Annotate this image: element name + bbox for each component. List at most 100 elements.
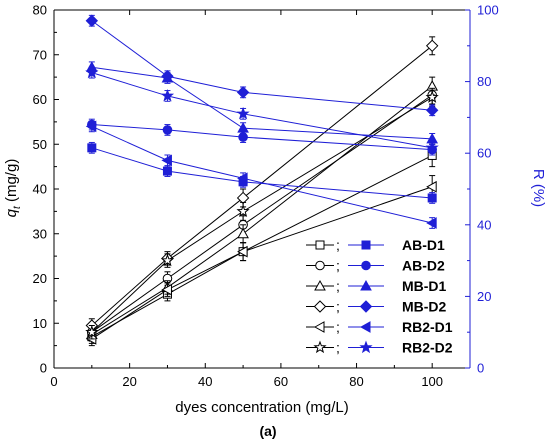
r-point-rb2-d2 (85, 65, 99, 79)
legend-entry-mb-d2: ; MB-D2 (306, 299, 447, 315)
qt-point-mb-d2 (425, 39, 439, 53)
r-line-ab-d1 (91, 147, 433, 199)
r-point-ab-d1 (427, 193, 437, 203)
r-point-mb-d2 (85, 14, 99, 27)
legend-label: AB-D2 (402, 258, 445, 274)
x-tick-label: 60 (274, 374, 288, 389)
qt-point-mb-d1 (237, 227, 249, 239)
y-right-tick-label: 20 (477, 289, 491, 304)
y-left-tick-label: 80 (33, 3, 47, 18)
r-point-rb2-d1 (426, 217, 437, 229)
r-series-ab-d2 (87, 118, 437, 156)
y-left-tick-label: 30 (33, 226, 47, 241)
x-axis-label: dyes concentration (mg/L) (175, 399, 348, 416)
legend-separator: ; (336, 340, 340, 356)
r-series-mb-d1 (85, 61, 439, 145)
legend-marker-left (314, 279, 326, 291)
y-right-tick-label: 100 (477, 3, 499, 18)
r-point-mb-d2 (161, 70, 174, 83)
y-left-tick-label: 10 (33, 316, 47, 331)
legend-entry-mb-d1: ; MB-D1 (306, 278, 447, 294)
legend-marker-right (361, 240, 371, 250)
legend-entry-ab-d2: ; AB-D2 (306, 258, 445, 274)
qt-series-rb2-d1 (85, 175, 437, 347)
legend-label: RB2-D1 (402, 319, 453, 335)
qt-point-rb2-d2 (85, 325, 99, 338)
legend-separator: ; (336, 319, 340, 335)
y-left-tick-label: 70 (33, 47, 47, 62)
legend-marker-left (313, 321, 325, 333)
qt-line-rb2-d2 (91, 96, 433, 333)
legend-marker-left (313, 300, 327, 313)
legend-label: RB2-D2 (402, 340, 453, 356)
qt-line-rb2-d1 (91, 186, 433, 340)
r-point-mb-d1 (237, 122, 249, 133)
qt-line-ab-d2 (91, 94, 433, 333)
r-point-mb-d2 (236, 86, 250, 99)
qt-series-ab-d1 (87, 143, 437, 344)
legend-entry-rb2-d2: ; RB2-D2 (306, 340, 453, 356)
qt-point-rb2-d2 (236, 204, 250, 217)
legend-marker-left (315, 260, 325, 271)
x-tick-label: 100 (421, 374, 443, 389)
x-tick-label: 80 (349, 374, 363, 389)
legend-separator: ; (336, 299, 340, 315)
r-series-mb-d2 (85, 14, 439, 117)
legend-entry-rb2-d1: ; RB2-D1 (306, 319, 453, 335)
qt-series-rb2-d2 (85, 87, 439, 340)
x-tick-label: 40 (198, 374, 212, 389)
r-point-rb2-d1 (161, 154, 172, 167)
r-point-ab-d1 (162, 166, 172, 176)
y-axis-right-label: R (%) (530, 169, 547, 207)
r-line-rb2-d2 (91, 72, 433, 149)
qt-point-mb-d2 (236, 191, 250, 205)
qt-point-rb2-d2 (425, 90, 439, 103)
legend-marker-left (313, 340, 327, 354)
r-point-rb2-d2 (425, 140, 439, 154)
r-point-mb-d2 (425, 104, 439, 117)
legend-marker-right (359, 340, 373, 354)
legend-label: AB-D1 (402, 237, 445, 253)
r-point-rb2-d1 (237, 172, 248, 185)
qt-point-rb2-d2 (160, 253, 175, 267)
qt-point-rb2-d1 (237, 245, 248, 258)
r-point-rb2-d1 (85, 120, 97, 133)
qt-point-rb2-d1 (426, 180, 437, 193)
r-point-ab-d2 (162, 125, 173, 135)
x-tick-label: 20 (122, 374, 136, 389)
legend-label: MB-D1 (402, 278, 447, 294)
r-point-ab-d1 (87, 143, 97, 153)
y-left-tick-label: 60 (33, 92, 47, 107)
legend-separator: ; (336, 258, 340, 274)
figure-caption: (a) (259, 423, 276, 439)
r-point-rb2-d2 (160, 88, 175, 102)
legend-label: MB-D2 (402, 299, 447, 315)
r-series-ab-d1 (87, 141, 437, 204)
y-left-tick-label: 20 (33, 271, 47, 286)
y-left-tick-label: 0 (40, 361, 47, 376)
r-point-rb2-d2 (236, 106, 250, 120)
y-left-tick-label: 50 (33, 137, 47, 152)
legend-marker-right (359, 321, 371, 333)
legend-marker-left (315, 240, 325, 250)
r-series-rb2-d1 (85, 120, 437, 229)
y-left-tick-label: 40 (33, 182, 47, 197)
legend-marker-right (361, 260, 371, 271)
y-right-tick-label: 40 (477, 217, 491, 232)
qt-line-mb-d1 (91, 85, 433, 335)
qt-line-mb-d2 (91, 45, 433, 326)
qt-line-ab-d1 (91, 154, 433, 338)
r-line-rb2-d1 (91, 125, 433, 224)
y-right-tick-label: 60 (477, 146, 491, 161)
r-line-mb-d2 (91, 20, 433, 111)
legend-marker-right (360, 279, 372, 291)
y-axis-left-label: qt (mg/g) (3, 159, 23, 218)
legend-separator: ; (336, 237, 340, 253)
qt-point-rb2-d1 (161, 283, 172, 296)
y-right-tick-label: 0 (477, 361, 484, 376)
legend-separator: ; (336, 278, 340, 294)
x-tick-label: 0 (50, 374, 57, 389)
r-line-ab-d2 (91, 124, 433, 151)
r-point-ab-d2 (238, 132, 248, 142)
